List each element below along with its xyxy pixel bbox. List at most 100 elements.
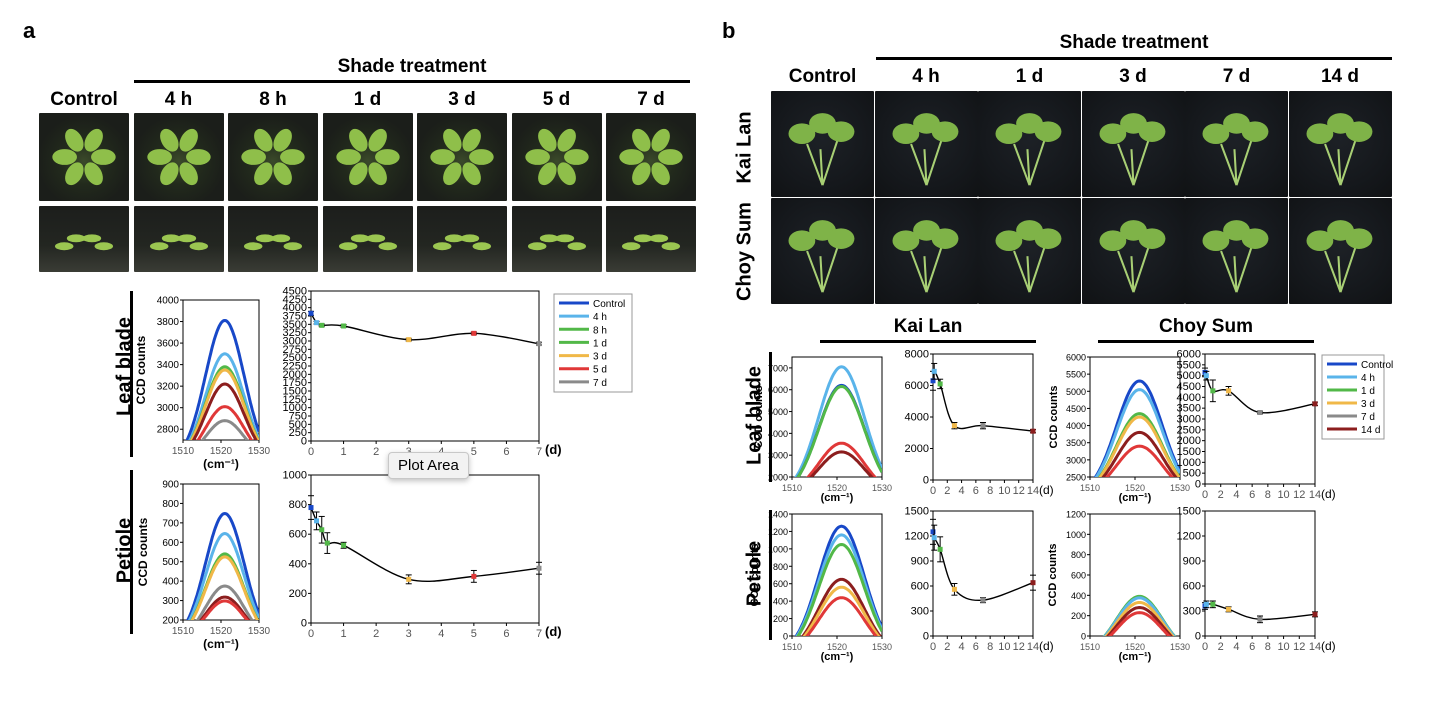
a_leaf_time-ytick-label: 1250 xyxy=(283,394,307,406)
plant-drawing xyxy=(1202,113,1269,186)
leaf-shape xyxy=(462,128,481,152)
a_pet_spec-ytick-label: 200 xyxy=(162,616,179,627)
b_kl_leaf_time-ytick-label: 8000 xyxy=(905,349,929,361)
col-b-1: 4 h xyxy=(912,66,940,87)
a_pet_time-ytick-label: 200 xyxy=(289,588,307,600)
col-a-5: 5 d xyxy=(542,89,571,110)
b_kl_leaf_spec-ytick-label: 7000 xyxy=(768,363,788,373)
leaf-shape xyxy=(146,149,172,165)
stem-shape xyxy=(1323,245,1357,293)
a_pet_time-ytick-label: 1000 xyxy=(283,470,307,482)
b_cs_pet_spec-xtick-label: 1530 xyxy=(1170,642,1190,652)
b_cs_pet_time-xtick-label: 0 xyxy=(1202,641,1208,653)
b_cs_leaf_time-point xyxy=(1312,401,1318,407)
a_leaf_time-xtick-label: 7 xyxy=(536,446,542,458)
leaf-shape xyxy=(563,149,589,165)
col-a-1: 4 h xyxy=(164,89,193,110)
stem-shape xyxy=(1220,245,1253,293)
legend-b-label: 1 d xyxy=(1361,386,1375,397)
stem-shape xyxy=(1220,138,1253,186)
leaf-shape xyxy=(1306,230,1333,251)
b_kl_pet_time-xtick-label: 10 xyxy=(998,641,1010,653)
leaf-shape xyxy=(178,162,198,186)
b_kl_pet_spec-xlabel: (cm⁻¹) xyxy=(821,651,854,663)
a_leaf_time-ytick-label: 250 xyxy=(289,427,307,439)
b_kl_leaf_time-point xyxy=(1030,428,1036,434)
photo-a-top-5 xyxy=(511,113,602,201)
a_pet_time-point xyxy=(308,505,314,511)
b_kl_leaf_time-point xyxy=(931,368,937,374)
plant-drawing xyxy=(892,220,958,293)
b_cs_pet_time-point xyxy=(1257,616,1263,622)
b_cs_pet_time-point xyxy=(1226,606,1232,612)
a_pet_spec-xtick-label: 1520 xyxy=(210,626,233,637)
b_cs_pet_time-point xyxy=(1203,601,1209,607)
group-rule-choy-sum xyxy=(1098,340,1314,343)
a_leaf_time-point xyxy=(341,323,347,329)
b_kl_pet_spec-ytick-label: 1000 xyxy=(768,544,788,554)
leaf-shape xyxy=(335,149,361,165)
photo-a-top-6 xyxy=(606,113,696,201)
a_leaf_time-ytick-label: 3000 xyxy=(283,336,307,348)
photo-a-top-3 xyxy=(322,113,413,201)
legend-b-label: 7 d xyxy=(1361,412,1375,423)
plant-side-drawing xyxy=(243,234,303,251)
b_kl_pet_spec-xtick-label: 1520 xyxy=(827,642,847,652)
b_kl_pet_spec-ytick-label: 800 xyxy=(773,562,788,572)
b_cs_leaf_time-ytick-label: 0 xyxy=(1195,479,1201,491)
a_leaf_spec-ytick-label: 4000 xyxy=(157,296,180,307)
leaf-shape xyxy=(658,149,683,165)
b_cs_pet_spec-series-3d xyxy=(1104,601,1175,636)
a_leaf_time-point xyxy=(308,310,314,316)
photo-b-cs-0 xyxy=(771,198,874,304)
a_leaf_spec-ytick-label: 3800 xyxy=(157,317,180,328)
leaf-shape xyxy=(524,149,550,165)
b_cs_leaf_time-point xyxy=(1203,373,1209,379)
b_kl_leaf_time-ytick-label: 6000 xyxy=(905,380,929,392)
leaf-shape xyxy=(367,162,387,186)
a_leaf_time-ytick-label: 2750 xyxy=(283,344,307,356)
b_kl_pet_spec-ylabel: CCD counts xyxy=(749,544,761,607)
leaf-shape xyxy=(892,230,919,251)
b_kl_pet_spec-series-1d xyxy=(796,542,882,636)
leaf-shape xyxy=(556,162,576,186)
b_cs_leaf_time-ytick-label: 6000 xyxy=(1177,349,1201,361)
b_cs_pet_spec-ytick-label: 1200 xyxy=(1066,510,1086,520)
photo-b-kl-1 xyxy=(874,91,978,197)
stem-shape xyxy=(1323,138,1357,186)
b_kl_pet_time-ytick-label: 0 xyxy=(923,631,929,643)
a_pet_spec-series-1d xyxy=(190,555,259,620)
leaf-shape xyxy=(348,128,368,152)
a_pet_spec-ytick-label: 400 xyxy=(162,577,179,588)
plant-drawing xyxy=(1306,220,1372,293)
leaf-shape xyxy=(241,149,266,165)
plant-drawing xyxy=(1099,220,1165,293)
a_leaf_time-xlabel: (d) xyxy=(545,442,562,457)
b_kl_leaf_spec-series-4h xyxy=(794,365,882,477)
leaf-shape xyxy=(1306,123,1333,144)
leaf-shape xyxy=(91,149,116,165)
a_pet_spec-ylabel: CCD counts xyxy=(136,517,150,586)
b_cs_pet_time-xlabel: (d) xyxy=(1321,639,1336,653)
a_leaf_time-point xyxy=(319,322,325,328)
b_kl_leaf_time-ytick-label: 4000 xyxy=(905,412,929,424)
a_leaf_time-ytick-label: 3500 xyxy=(283,319,307,331)
a_leaf_spec-ytick-label: 3200 xyxy=(157,382,180,393)
b_cs_leaf_time-xtick-label: 6 xyxy=(1249,489,1255,501)
leaf-shape xyxy=(254,128,273,152)
col-b-3: 3 d xyxy=(1119,66,1147,87)
a_leaf_time-point xyxy=(471,330,477,336)
leaf-shape xyxy=(159,162,179,186)
b_kl_leaf_time-xtick-label: 10 xyxy=(998,485,1010,497)
b_kl_leaf_time-xtick-label: 12 xyxy=(1013,485,1025,497)
a_pet_time-xtick-label: 6 xyxy=(503,628,509,640)
leaf-shape xyxy=(556,128,576,152)
leaf-shape xyxy=(661,242,681,251)
photo-a-top-2 xyxy=(228,113,318,201)
a_pet_spec-ytick-label: 700 xyxy=(162,518,179,529)
leaf-shape xyxy=(1345,228,1372,249)
photo-a-side-3 xyxy=(322,206,413,272)
col-b-5: 14 d xyxy=(1320,66,1360,87)
b_kl_pet_spec-ytick-label: 400 xyxy=(773,597,788,607)
leaf-shape xyxy=(378,242,397,251)
